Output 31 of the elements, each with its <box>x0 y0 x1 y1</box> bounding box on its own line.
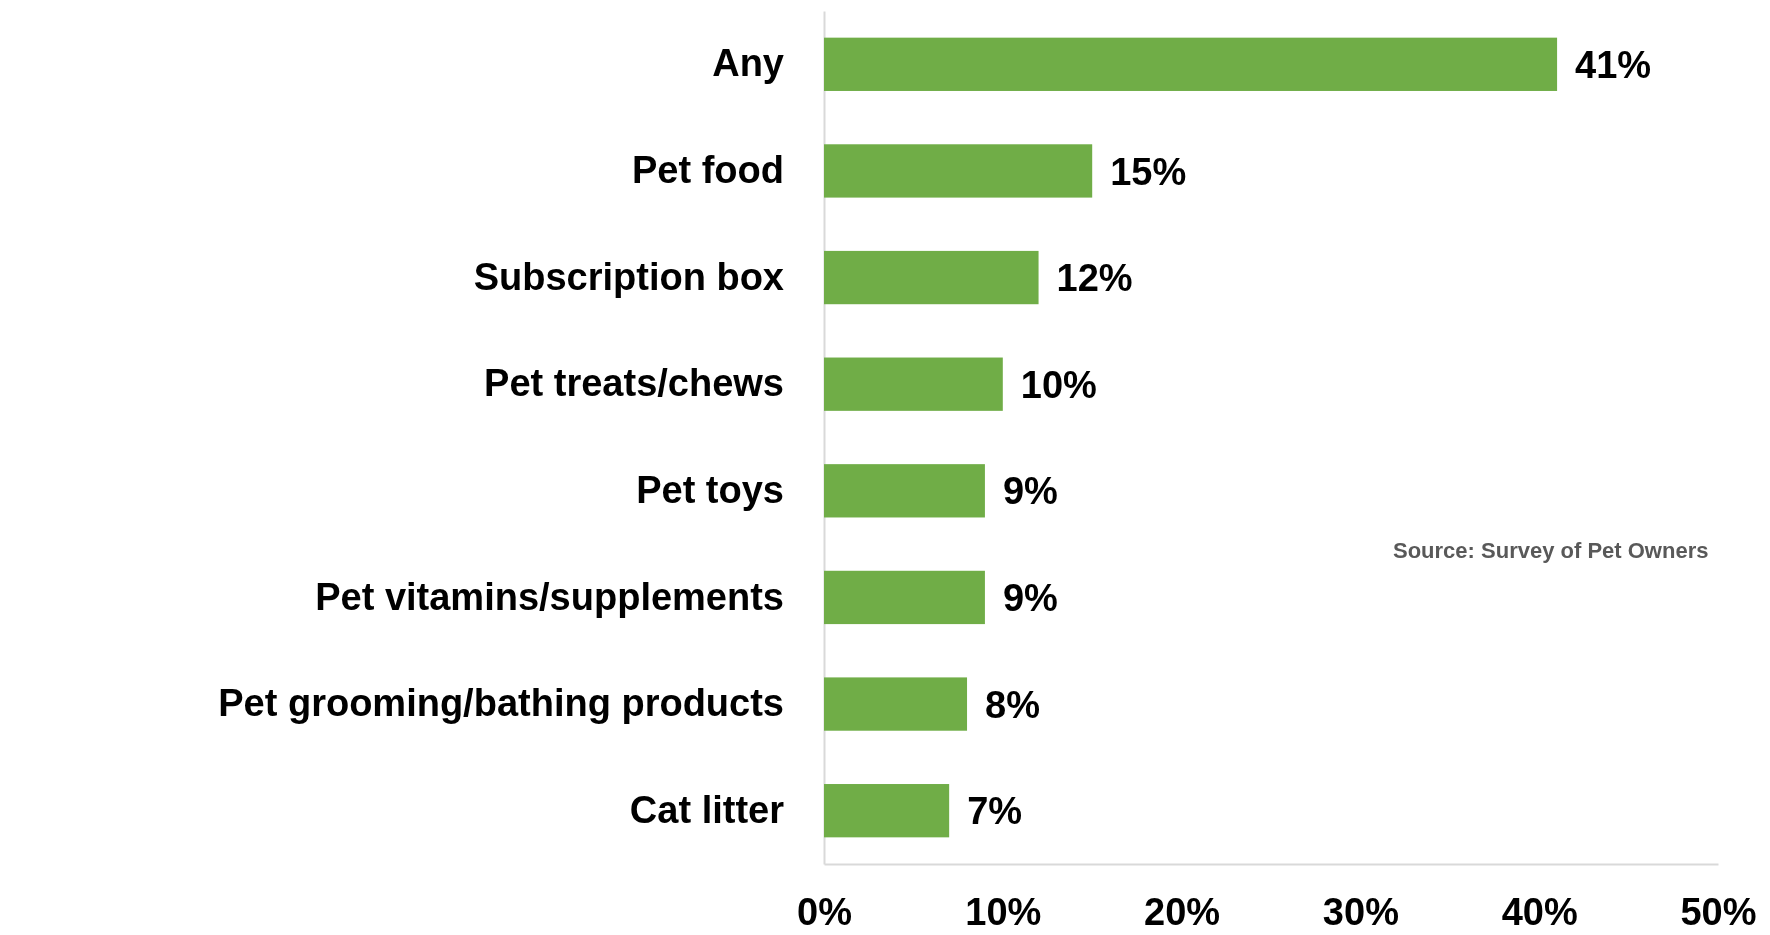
y-tick-label: Pet vitamins/supplements <box>315 575 784 618</box>
bar <box>824 464 985 518</box>
x-tick-label: 20% <box>1144 890 1221 933</box>
y-tick-label: Pet food <box>632 149 784 192</box>
data-label: 7% <box>967 790 1023 833</box>
data-label: 41% <box>1575 43 1652 86</box>
y-tick-label: Pet treats/chews <box>484 362 784 405</box>
x-tick-label: 50% <box>1680 890 1757 933</box>
y-tick-label: Pet toys <box>636 468 784 511</box>
bar <box>824 144 1093 198</box>
data-label: 15% <box>1110 150 1187 193</box>
data-label: 10% <box>1020 363 1097 406</box>
x-tick-label: 10% <box>965 890 1042 933</box>
bar <box>824 357 1003 411</box>
x-tick-label: 30% <box>1322 890 1399 933</box>
y-tick-label: Any <box>712 42 784 85</box>
y-tick-label: Cat litter <box>629 788 785 831</box>
data-label: 12% <box>1056 257 1133 300</box>
x-tick-label: 40% <box>1501 890 1578 933</box>
annotation: Source: Survey of Pet Owners <box>1393 538 1709 563</box>
data-label: 9% <box>1002 470 1058 513</box>
bar <box>824 677 968 731</box>
data-label: 8% <box>985 683 1040 726</box>
y-tick-label: Pet grooming/bathing products <box>218 682 784 725</box>
data-label: 9% <box>1002 577 1058 620</box>
bar <box>824 570 985 625</box>
bar <box>824 250 1039 305</box>
bar <box>824 37 1558 91</box>
x-tick-label: 0% <box>797 890 852 933</box>
bar <box>824 784 950 838</box>
y-tick-label: Subscription box <box>473 255 784 298</box>
